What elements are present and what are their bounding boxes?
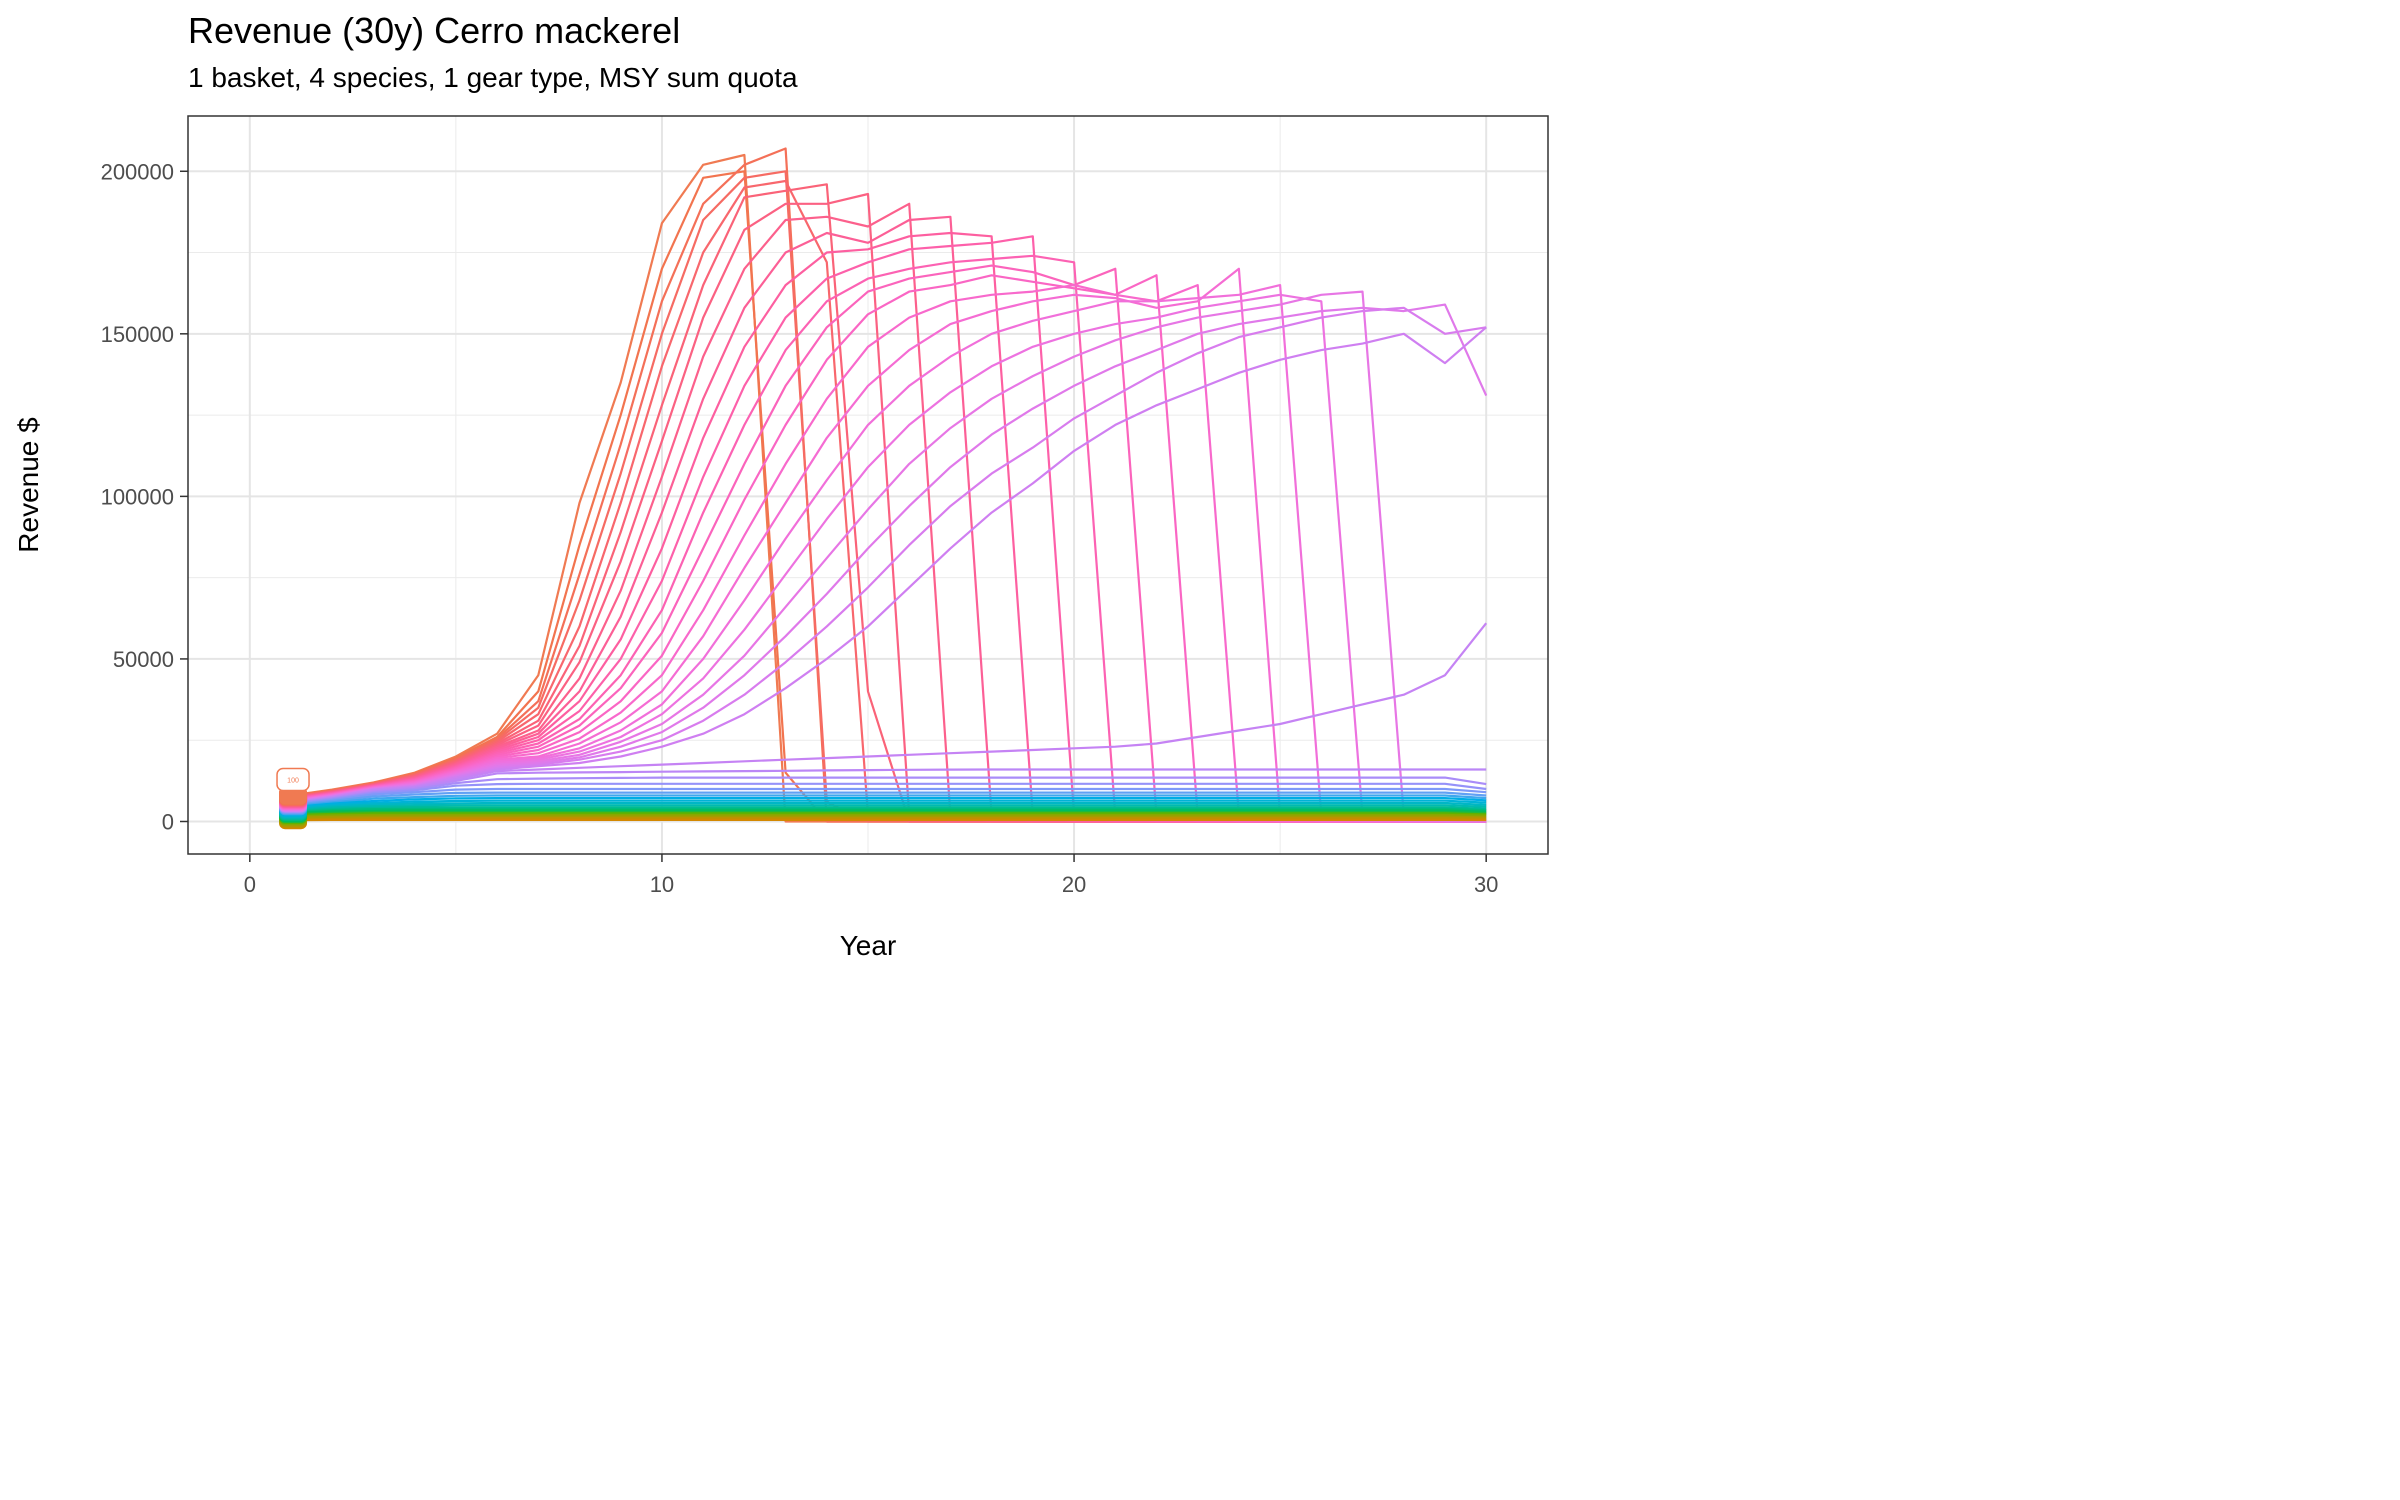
series-line-41 [290, 817, 1487, 820]
series-line-31 [290, 799, 1487, 810]
revenue-line-chart: 100 0 10 20 30 0 50000 100000 150000 200000 Yea… [13, 115, 1549, 961]
start-label-group: 100 [276, 767, 310, 792]
series-line-26 [290, 782, 1487, 805]
series-line-17 [290, 284, 1487, 823]
series-line-23 [290, 622, 1488, 805]
series-lines [290, 147, 1488, 823]
y-axis-title: Revenue $ [13, 417, 44, 553]
plot-panel-border [187, 115, 1549, 855]
x-tick-label: 20 [1062, 872, 1086, 897]
x-tick-label: 0 [244, 872, 256, 897]
series-line-19 [290, 290, 1487, 823]
series-line-29 [290, 794, 1487, 808]
y-tick-label: 100000 [101, 484, 174, 509]
series-line-30 [290, 796, 1487, 809]
series-line-39 [290, 813, 1487, 818]
series-line-15 [290, 284, 1487, 823]
chart-title: Revenue (30y) Cerro mackerel [188, 10, 681, 51]
minor-gridlines [188, 116, 1548, 854]
x-axis-title: Year [840, 930, 897, 961]
series-line-38 [290, 812, 1487, 817]
chart-subtitle: 1 basket, 4 species, 1 gear type, MSY su… [188, 62, 798, 93]
x-axis: 0 10 20 30 [244, 854, 1498, 897]
series-line-21 [290, 306, 1487, 804]
y-tick-label: 200000 [101, 159, 174, 184]
series-line-25 [290, 776, 1487, 805]
series-line-20 [290, 303, 1488, 804]
series-line-37 [290, 810, 1487, 816]
series-line-27 [290, 787, 1487, 806]
series-line-40 [290, 815, 1487, 819]
series-line-22 [290, 326, 1487, 804]
chart-root: Revenue (30y) Cerro mackerel 1 basket, 4… [0, 0, 1568, 980]
start-label-text: 100 [287, 777, 299, 784]
series-line-28 [290, 791, 1487, 807]
series-line-33 [290, 804, 1487, 812]
series-line-24 [290, 768, 1487, 805]
x-tick-label: 10 [650, 872, 674, 897]
start-markers [279, 786, 308, 830]
y-axis: 0 50000 100000 150000 200000 [101, 159, 188, 834]
y-tick-label: 50000 [113, 647, 174, 672]
series-line-18 [290, 293, 1487, 823]
start-label-box [276, 767, 310, 792]
series-line-34 [290, 806, 1487, 813]
series-line-35 [290, 807, 1487, 814]
x-tick-label: 30 [1474, 872, 1498, 897]
y-tick-label: 150000 [101, 322, 174, 347]
y-tick-label: 0 [162, 809, 174, 834]
series-line-36 [290, 809, 1487, 815]
series-line-32 [290, 801, 1487, 811]
